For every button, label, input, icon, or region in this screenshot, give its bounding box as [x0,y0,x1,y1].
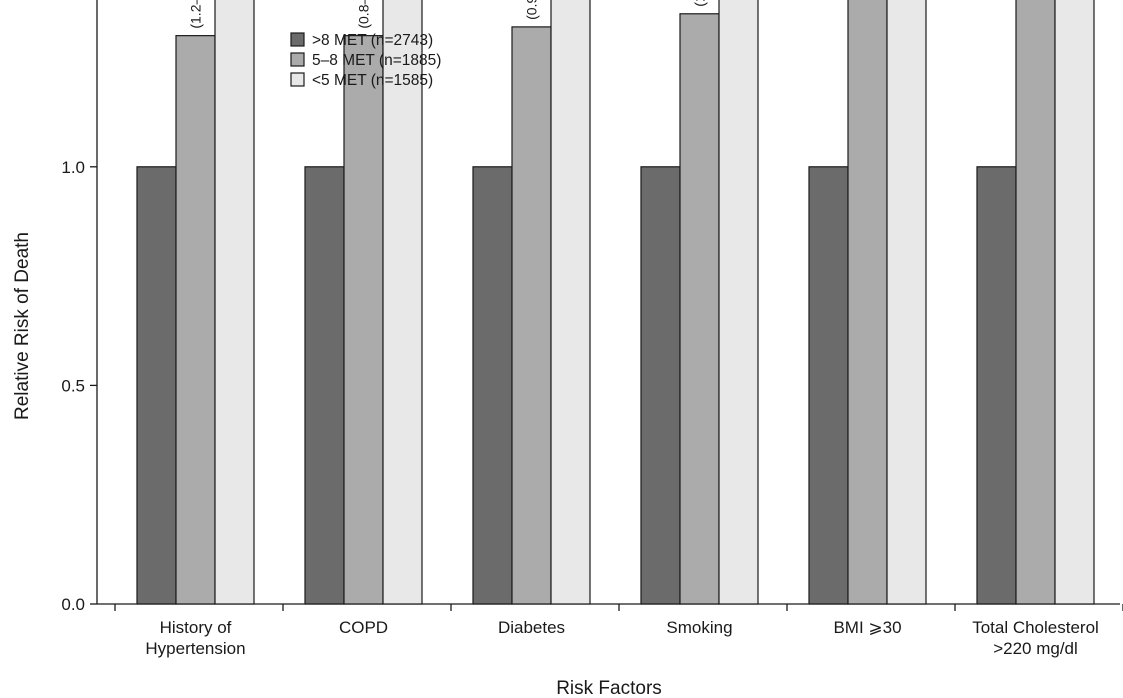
x-tick-label: Diabetes [498,618,565,637]
ci-label: (0.8–2.1) [356,0,372,29]
bar [808,166,849,605]
ci-labels: (1.2–1.6)(0.8–2.1)(0.9–1.9)(1.1–1.6)(1.2… [188,0,708,29]
bar [343,35,384,605]
legend-swatch [290,72,305,87]
ci-label: (0.9–1.9) [524,0,540,20]
y-axis-title: Relative Risk of Death [12,232,33,420]
bar [382,0,423,605]
x-tick-label: Smoking [666,618,732,637]
bar [136,166,177,605]
bar [679,13,720,605]
x-tick-label: COPD [339,618,388,637]
y-tick-label: 0.0 [61,595,85,614]
bar [976,166,1017,605]
axes: 0.00.51.01.52.02.5History ofHypertension… [61,0,1123,658]
bar [472,166,513,605]
legend: >8 MET (n=2743) 5–8 MET (n=1885) <5 MET (n… [290,32,441,89]
y-tick-label: 0.5 [61,376,85,395]
x-tick-label: BMI ⩾30 [833,618,901,637]
bar [718,0,759,605]
bar [640,166,681,605]
bar [214,0,255,605]
bar [1015,0,1056,605]
x-tick-label: Total Cholesterol >220 mg/dl [972,618,1099,658]
bar [847,0,888,605]
bar [550,0,591,605]
bar [1054,0,1095,605]
ci-label: (1.1–1.6) [692,0,708,7]
legend-label: 5–8 MET (n=1885) [312,52,441,69]
bars [136,0,1095,605]
bar [175,35,216,605]
bar [304,166,345,605]
legend-swatch [290,52,305,67]
ci-label: (1.2–1.6) [188,0,204,29]
bar [886,0,927,605]
bar [511,26,552,605]
y-tick-label: 1.0 [61,158,85,177]
legend-label: >8 MET (n=2743) [312,32,433,49]
x-axis-title: Risk Factors [556,678,662,698]
legend-label: <5 MET (n=1585) [312,72,433,89]
legend-swatch [290,32,305,47]
x-tick-label: History of Hypertension [145,618,245,658]
